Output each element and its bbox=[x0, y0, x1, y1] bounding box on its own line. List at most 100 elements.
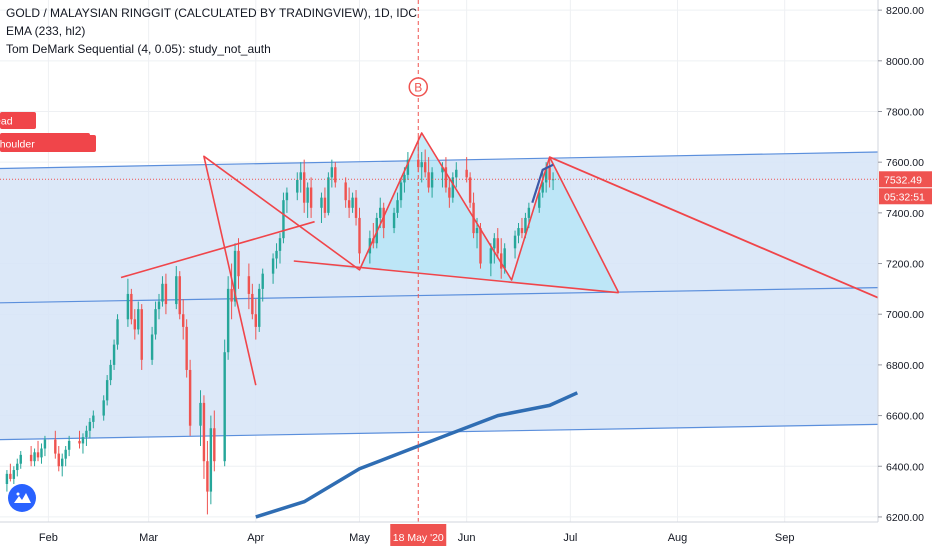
candle-body bbox=[209, 428, 213, 492]
candle-body bbox=[548, 167, 551, 180]
candle-body bbox=[40, 448, 43, 458]
x-tick-label: Jun bbox=[458, 532, 476, 544]
candle-body bbox=[206, 461, 209, 492]
candle-body bbox=[500, 253, 503, 269]
candle-body bbox=[271, 258, 275, 274]
y-tick-label: 6800.00 bbox=[886, 360, 924, 372]
candle-body bbox=[230, 288, 233, 302]
candle-body bbox=[57, 453, 60, 467]
candle-body bbox=[503, 248, 506, 269]
y-tick-label: 7600.00 bbox=[886, 157, 924, 169]
candle-body bbox=[468, 177, 472, 203]
candle-body bbox=[420, 162, 423, 168]
candle-body bbox=[251, 293, 254, 315]
candle-body bbox=[261, 273, 264, 289]
legend-demark[interactable]: Tom DeMark Sequential (4, 0.05): study_n… bbox=[6, 42, 271, 56]
annotation-label-box bbox=[0, 112, 36, 129]
chart-legend: GOLD / MALAYSIAN RINGGIT (CALCULATED BY … bbox=[6, 4, 417, 58]
candle-body bbox=[36, 452, 40, 458]
candle-body bbox=[309, 187, 313, 208]
candle-body bbox=[181, 314, 185, 327]
candle-body bbox=[54, 439, 57, 454]
candle-body bbox=[354, 197, 358, 218]
candle-body bbox=[116, 319, 119, 345]
candle-body bbox=[296, 179, 299, 193]
legend-title[interactable]: GOLD / MALAYSIAN RINGGIT (CALCULATED BY … bbox=[6, 6, 417, 20]
event-marker-circle bbox=[408, 77, 429, 97]
candle-body bbox=[278, 238, 282, 251]
candle-body bbox=[237, 250, 240, 277]
date-tag-label: 18 May '20 bbox=[393, 532, 444, 544]
candle-body bbox=[213, 428, 216, 462]
legend-ema[interactable]: EMA (233, hl2) bbox=[6, 24, 86, 38]
candle-body bbox=[306, 187, 309, 203]
candle-body bbox=[455, 169, 458, 178]
candle-body bbox=[67, 440, 71, 450]
candle-body bbox=[175, 276, 178, 305]
right-shoulder-label: Right Shoulder bbox=[0, 139, 35, 151]
candle-body bbox=[199, 402, 202, 426]
candle-body bbox=[130, 293, 133, 320]
candle-body bbox=[479, 228, 482, 264]
candle-body bbox=[43, 439, 47, 449]
date-tag-box bbox=[390, 524, 447, 546]
candle-body bbox=[85, 430, 88, 438]
candle-body bbox=[226, 288, 230, 353]
candle-body bbox=[423, 162, 427, 173]
x-axis-panel bbox=[0, 522, 932, 550]
candle-body bbox=[320, 197, 323, 208]
pattern-fill bbox=[293, 133, 619, 293]
candle-body bbox=[102, 400, 105, 416]
candle-body bbox=[544, 167, 548, 183]
candle-body bbox=[403, 174, 406, 183]
candle-body bbox=[188, 369, 192, 426]
y-tick-label: 6600.00 bbox=[886, 411, 924, 423]
candle-body bbox=[157, 301, 161, 310]
candle-body bbox=[517, 228, 520, 236]
countdown-tag-label: 05:32:51 bbox=[884, 191, 925, 203]
y-tick-label: 7000.00 bbox=[886, 309, 924, 321]
y-tick-label: 6200.00 bbox=[886, 512, 924, 524]
price-tag-box bbox=[879, 171, 932, 188]
candle-body bbox=[520, 228, 524, 234]
x-tick-label: May bbox=[349, 532, 370, 544]
x-tick-label: Jul bbox=[563, 532, 577, 544]
candle-body bbox=[496, 238, 499, 254]
y-axis-panel bbox=[878, 0, 932, 550]
candle-body bbox=[16, 463, 19, 471]
candle-body bbox=[140, 309, 143, 360]
candle-body bbox=[154, 309, 157, 335]
y-tick-label: 8000.00 bbox=[886, 56, 924, 68]
price-tag-label: 7532.49 bbox=[884, 174, 922, 186]
candle-body bbox=[551, 179, 555, 181]
annotation-label-box bbox=[0, 135, 96, 152]
candle-body bbox=[334, 167, 337, 183]
candle-body bbox=[88, 421, 92, 431]
candle-body bbox=[178, 276, 181, 315]
x-tick-label: Apr bbox=[247, 532, 264, 544]
channel-lower-line bbox=[0, 423, 879, 441]
candle-body bbox=[396, 200, 399, 213]
candle-body bbox=[475, 228, 479, 234]
candle-body bbox=[302, 172, 306, 203]
tradingview-logo-icon[interactable] bbox=[8, 484, 36, 512]
candle-body bbox=[81, 437, 85, 444]
candle-body bbox=[323, 197, 327, 213]
candle-body bbox=[92, 415, 95, 422]
y-tick-label: 8200.00 bbox=[886, 5, 924, 17]
candle-body bbox=[448, 187, 451, 198]
candle-body bbox=[330, 167, 334, 178]
candle-body bbox=[347, 200, 351, 208]
short-trend-line bbox=[531, 163, 554, 204]
candle-body bbox=[513, 235, 517, 249]
candle-body bbox=[133, 319, 137, 330]
candle-body bbox=[105, 380, 109, 401]
y-tick-label: 7200.00 bbox=[886, 259, 924, 271]
candle-body bbox=[527, 207, 531, 218]
candle-body bbox=[541, 182, 544, 193]
candle-body bbox=[489, 248, 493, 264]
candle-body bbox=[185, 326, 188, 370]
candle-body bbox=[465, 169, 468, 178]
candle-body bbox=[233, 250, 237, 302]
